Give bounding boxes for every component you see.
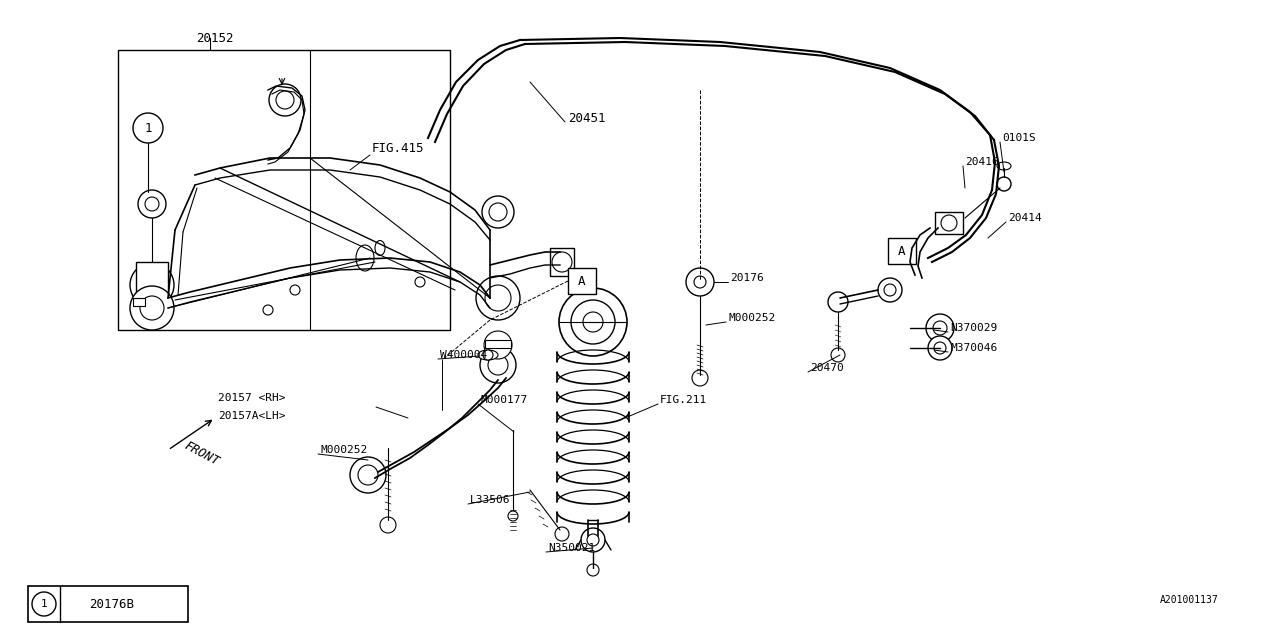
Circle shape	[32, 592, 56, 616]
Circle shape	[581, 528, 605, 552]
Text: 20152: 20152	[196, 31, 233, 45]
Text: FRONT: FRONT	[182, 439, 221, 468]
Circle shape	[131, 263, 174, 307]
Circle shape	[133, 113, 163, 143]
Circle shape	[828, 292, 849, 312]
Text: N370029: N370029	[950, 323, 997, 333]
Text: 20414: 20414	[1009, 213, 1042, 223]
Text: FIG.415: FIG.415	[372, 141, 425, 154]
Circle shape	[485, 285, 511, 311]
Text: A: A	[899, 244, 906, 257]
Circle shape	[508, 511, 518, 521]
Text: W400004: W400004	[440, 350, 488, 360]
Circle shape	[489, 203, 507, 221]
Circle shape	[476, 276, 520, 320]
Circle shape	[694, 276, 707, 288]
Circle shape	[934, 342, 946, 354]
Circle shape	[269, 84, 301, 116]
Text: 20470: 20470	[810, 363, 844, 373]
Bar	[934, 212, 963, 234]
Bar	[888, 238, 916, 264]
Circle shape	[997, 177, 1011, 191]
Circle shape	[145, 197, 159, 211]
Ellipse shape	[356, 245, 374, 271]
Circle shape	[140, 273, 164, 297]
Circle shape	[884, 284, 896, 296]
Circle shape	[415, 277, 425, 287]
Text: 20451: 20451	[568, 111, 605, 125]
Circle shape	[483, 196, 515, 228]
Circle shape	[582, 312, 603, 332]
Circle shape	[556, 527, 570, 541]
Circle shape	[480, 347, 516, 383]
Circle shape	[692, 370, 708, 386]
Text: FIG.211: FIG.211	[660, 395, 708, 405]
Text: 20176: 20176	[730, 273, 764, 283]
Text: M370046: M370046	[950, 343, 997, 353]
Text: 0101S: 0101S	[1002, 133, 1036, 143]
Text: 1: 1	[145, 122, 152, 134]
Circle shape	[925, 314, 954, 342]
Circle shape	[483, 350, 493, 360]
Circle shape	[138, 190, 166, 218]
Circle shape	[140, 296, 164, 320]
Bar	[118, 50, 451, 330]
Text: 20416: 20416	[965, 157, 998, 167]
Bar	[568, 268, 596, 294]
Circle shape	[933, 321, 947, 335]
Circle shape	[559, 288, 627, 356]
Circle shape	[484, 331, 512, 359]
Circle shape	[131, 286, 174, 330]
Ellipse shape	[997, 162, 1011, 170]
Text: 20176B: 20176B	[90, 598, 134, 611]
Text: L33506: L33506	[470, 495, 511, 505]
Bar	[550, 248, 573, 276]
Circle shape	[686, 268, 714, 296]
Text: 20157 <RH>: 20157 <RH>	[218, 393, 285, 403]
Bar	[485, 340, 511, 348]
Circle shape	[588, 534, 599, 546]
Circle shape	[831, 348, 845, 362]
Text: 1: 1	[41, 599, 47, 609]
Ellipse shape	[477, 350, 498, 360]
Text: M000252: M000252	[728, 313, 776, 323]
Bar	[136, 262, 168, 308]
Circle shape	[358, 465, 378, 485]
Circle shape	[291, 285, 300, 295]
Bar	[28, 586, 188, 622]
Circle shape	[552, 252, 572, 272]
Text: A201001137: A201001137	[1160, 595, 1219, 605]
Text: A: A	[579, 275, 586, 287]
Ellipse shape	[375, 241, 385, 255]
Circle shape	[380, 517, 396, 533]
Circle shape	[928, 336, 952, 360]
Circle shape	[276, 91, 294, 109]
Circle shape	[262, 305, 273, 315]
Text: M000177: M000177	[480, 395, 527, 405]
Circle shape	[571, 300, 614, 344]
Text: M000252: M000252	[320, 445, 367, 455]
Circle shape	[488, 355, 508, 375]
Circle shape	[588, 564, 599, 576]
Bar	[133, 298, 145, 306]
Circle shape	[349, 457, 387, 493]
Circle shape	[941, 215, 957, 231]
Circle shape	[878, 278, 902, 302]
Text: N350021: N350021	[548, 543, 595, 553]
Text: 20157A<LH>: 20157A<LH>	[218, 411, 285, 421]
